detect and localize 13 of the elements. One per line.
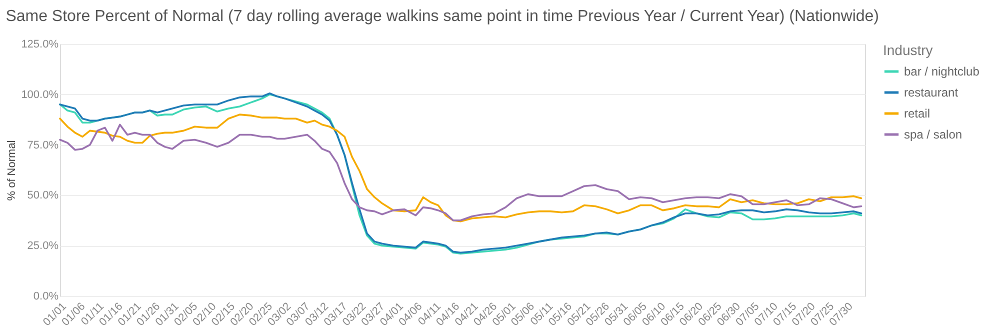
legend-title: Industry — [883, 42, 933, 58]
legend-label: bar / nightclub — [904, 64, 980, 78]
y-tick-label: 25.0% — [27, 240, 59, 252]
y-tick-label: 75.0% — [27, 139, 59, 152]
legend-label: restaurant — [904, 86, 959, 100]
y-axis-title: % of Normal — [6, 140, 18, 201]
chart-title: Same Store Percent of Normal (7 day rolling average walkins same point in time Previous Year / Current Year) (Nationwide) — [6, 8, 880, 25]
y-tick-label: 125.0% — [21, 38, 59, 50]
legend-label: spa / salon — [904, 128, 962, 142]
y-tick-label: 100.0% — [21, 88, 59, 101]
y-tick-label: 50.0% — [27, 190, 59, 202]
legend-label: retail — [904, 106, 930, 120]
y-tick-label: 0.0% — [33, 290, 59, 302]
